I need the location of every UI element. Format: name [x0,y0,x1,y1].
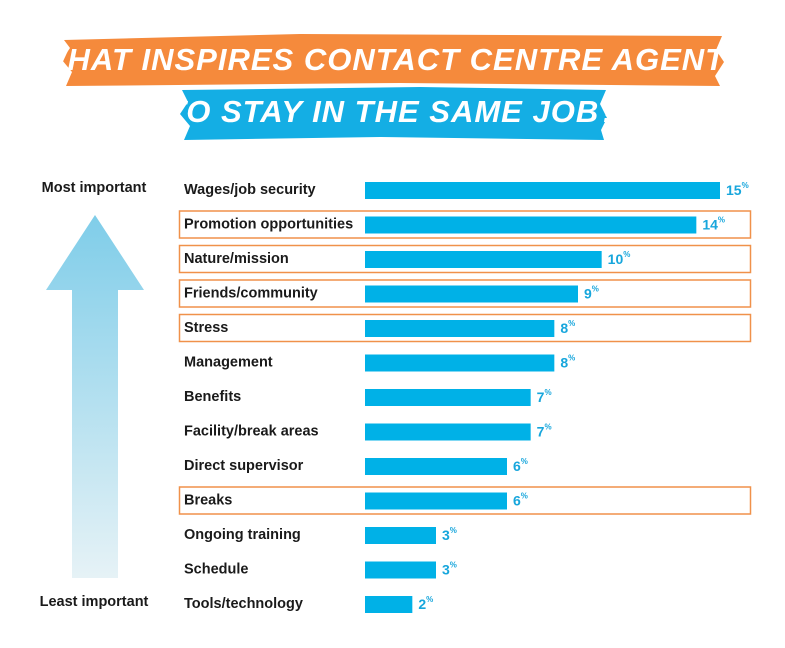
importance-arrow [46,215,144,578]
bar [365,596,413,613]
bar [365,320,555,337]
category-label: Facility/break areas [184,423,319,439]
highlight-box [178,210,752,239]
value-label: 10% [608,250,631,267]
category-label: Friends/community [184,285,318,301]
title: WHAT INSPIRES CONTACT CENTRE AGENTS [37,42,747,77]
category-label: Ongoing training [184,527,301,543]
title: TO STAY IN THE SAME JOB? [167,94,619,129]
value-label: 2% [418,595,433,612]
bar [365,492,507,510]
bar [365,458,507,475]
value-label: 8% [560,354,575,371]
category-label: Management [184,354,273,370]
bar [365,182,720,199]
bar [365,251,602,268]
value-label: 7% [537,388,552,405]
category-label: Stress [184,320,228,336]
bar [365,354,555,372]
bar [365,527,436,544]
value-label: 6% [513,457,528,474]
highlight-box [178,313,752,343]
category-label: Breaks [184,492,232,508]
category-label: Benefits [184,389,241,405]
bar [365,423,531,441]
highlight-box [178,486,752,515]
title-banner [62,34,724,86]
bar [365,561,436,579]
category-label: Promotion opportunities [184,216,353,232]
value-label: 8% [560,319,575,336]
value-label: 15% [726,181,749,198]
annotation: Most important [42,180,147,196]
highlight-box [178,279,752,308]
highlight-box [178,244,752,274]
category-label: Direct supervisor [184,458,304,474]
bar [365,389,531,406]
value-label: 3% [442,561,457,578]
title-banner [180,87,607,140]
bar [365,285,578,303]
category-label: Nature/mission [184,251,289,267]
category-label: Tools/technology [184,596,303,612]
category-label: Schedule [184,561,248,577]
category-label: Wages/job security [184,182,316,198]
bar [365,216,697,234]
value-label: 6% [513,492,528,509]
annotation: Least important [40,594,149,610]
value-label: 3% [442,526,457,543]
value-label: 14% [702,216,725,233]
value-label: 7% [537,423,552,440]
value-label: 9% [584,285,599,302]
